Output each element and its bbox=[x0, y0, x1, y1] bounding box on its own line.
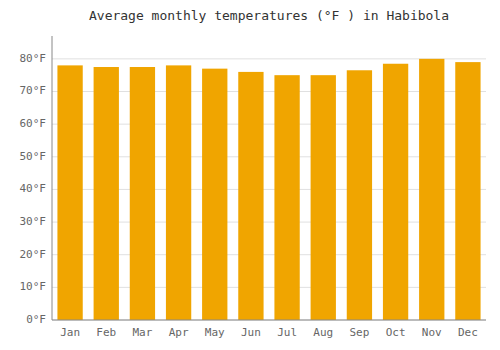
x-tick-label: Mar bbox=[132, 326, 152, 339]
bar bbox=[311, 75, 336, 320]
x-tick-label: May bbox=[205, 326, 225, 339]
y-tick-label: 30°F bbox=[20, 215, 47, 228]
x-tick-label: Oct bbox=[386, 326, 406, 339]
page-body: {"chart_data": {"type": "bar", "title": … bbox=[0, 0, 500, 350]
x-tick-label: Jul bbox=[277, 326, 297, 339]
bar bbox=[130, 67, 155, 320]
x-tick-label: Sep bbox=[349, 326, 369, 339]
bar bbox=[419, 59, 444, 320]
bar bbox=[383, 64, 408, 320]
bars bbox=[57, 59, 480, 320]
bar bbox=[347, 70, 372, 320]
bar bbox=[166, 65, 191, 320]
x-tick-label: Apr bbox=[169, 326, 189, 339]
bar bbox=[94, 67, 119, 320]
x-tick-label: Aug bbox=[313, 326, 333, 339]
bar bbox=[455, 62, 480, 320]
y-tick-label: 70°F bbox=[20, 84, 47, 97]
y-tick-label: 10°F bbox=[20, 280, 47, 293]
y-tick-label: 80°F bbox=[20, 52, 47, 65]
x-tick-label: Feb bbox=[96, 326, 116, 339]
x-tick-label: Nov bbox=[422, 326, 442, 339]
bar bbox=[238, 72, 263, 320]
y-grid bbox=[52, 59, 486, 320]
y-axis-line bbox=[52, 36, 53, 320]
bar bbox=[202, 69, 227, 320]
chart-svg: Average monthly temperatures (°F ) in Ha… bbox=[0, 0, 500, 350]
x-ticks: Jan Feb Mar Apr May Jun Jul Aug Sep Oct Nov Dec bbox=[60, 326, 478, 339]
chart-container: Average monthly temperatures (°F ) in Ha… bbox=[0, 0, 500, 350]
x-tick-label: Dec bbox=[458, 326, 478, 339]
y-tick-label: 0°F bbox=[26, 313, 46, 326]
bar bbox=[274, 75, 299, 320]
grid-line bbox=[52, 320, 486, 321]
y-tick-label: 20°F bbox=[20, 248, 47, 261]
chart-title: Average monthly temperatures (°F ) in Ha… bbox=[89, 8, 449, 23]
x-tick-label: Jan bbox=[60, 326, 80, 339]
y-ticks: 0°F 10°F 20°F 30°F 40°F 50°F 60°F 70°F 80°F bbox=[20, 52, 47, 326]
y-tick-label: 40°F bbox=[20, 182, 47, 195]
page: Chart html, body { margin: 0; padding: 0… bbox=[0, 0, 500, 350]
y-tick-label: 50°F bbox=[20, 150, 47, 163]
x-axis-line bbox=[52, 320, 486, 321]
bar bbox=[57, 65, 82, 320]
x-tick-label: Jun bbox=[241, 326, 261, 339]
y-tick-label: 60°F bbox=[20, 117, 47, 130]
